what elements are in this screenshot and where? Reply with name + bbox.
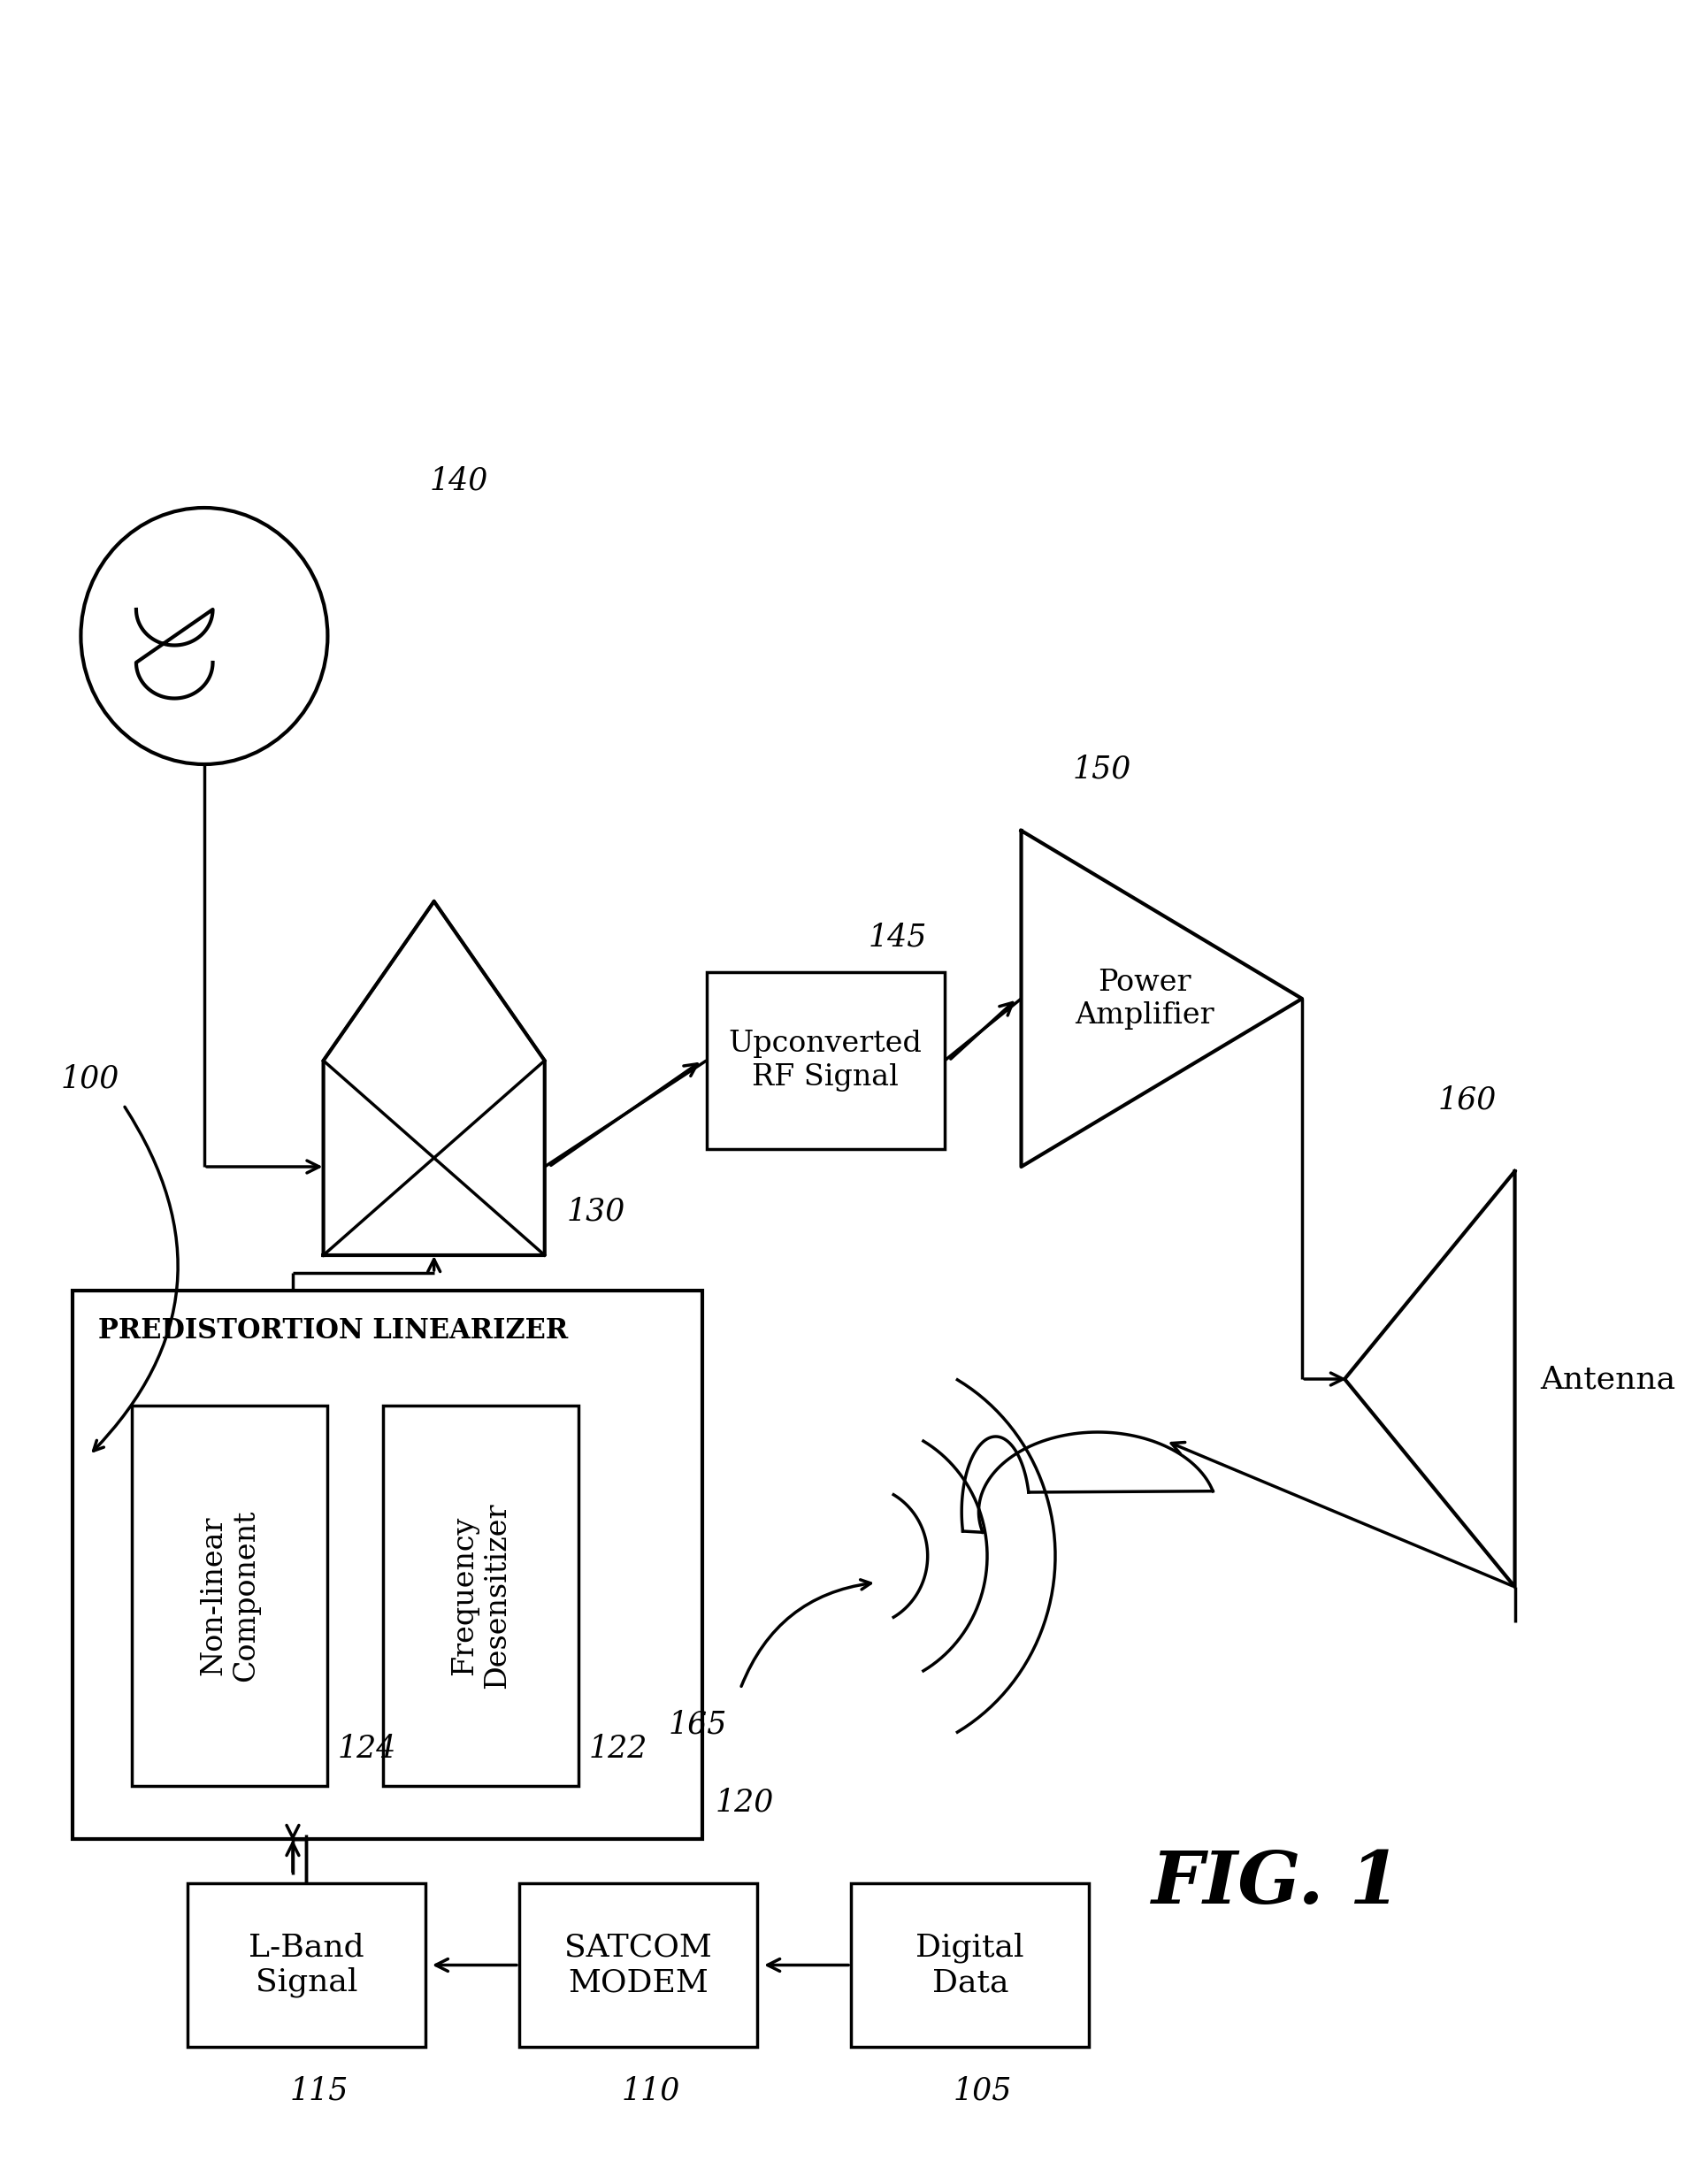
Text: 100: 100	[61, 1064, 119, 1094]
Text: 115: 115	[290, 2077, 349, 2105]
Text: 130: 130	[567, 1197, 625, 1225]
Text: PREDISTORTION LINEARIZER: PREDISTORTION LINEARIZER	[98, 1317, 567, 1345]
Text: 165: 165	[669, 1710, 728, 1738]
Text: 160: 160	[1439, 1085, 1497, 1116]
Text: SATCOM
MODEM: SATCOM MODEM	[564, 1933, 713, 1998]
Text: 120: 120	[714, 1787, 774, 1817]
Text: Upconverted
RF Signal: Upconverted RF Signal	[728, 1031, 923, 1092]
Text: 105: 105	[953, 2077, 1012, 2105]
Bar	[520, 1883, 757, 2046]
Bar	[383, 1406, 579, 1787]
Text: 145: 145	[869, 922, 926, 952]
Text: 140: 140	[430, 465, 489, 496]
Text: L-Band
Signal: L-Band Signal	[249, 1933, 364, 1998]
Text: 150: 150	[1072, 753, 1131, 784]
Text: Frequency
Desensitizer: Frequency Desensitizer	[450, 1503, 511, 1688]
FancyArrowPatch shape	[93, 1107, 178, 1450]
Text: FIG. 1: FIG. 1	[1151, 1848, 1402, 1918]
Text: Power
Amplifier: Power Amplifier	[1075, 968, 1214, 1029]
Bar	[132, 1406, 328, 1787]
Text: 122: 122	[589, 1734, 648, 1765]
FancyArrowPatch shape	[742, 1579, 870, 1686]
Bar	[852, 1883, 1089, 2046]
Text: 110: 110	[621, 2077, 681, 2105]
Text: Digital
Data: Digital Data	[916, 1933, 1024, 1998]
Text: Antenna: Antenna	[1541, 1365, 1676, 1393]
Text: Non-linear
Component: Non-linear Component	[200, 1509, 261, 1682]
Bar	[188, 1883, 425, 2046]
Text: 124: 124	[339, 1734, 396, 1765]
Bar	[73, 1291, 703, 1839]
Bar	[706, 972, 945, 1149]
